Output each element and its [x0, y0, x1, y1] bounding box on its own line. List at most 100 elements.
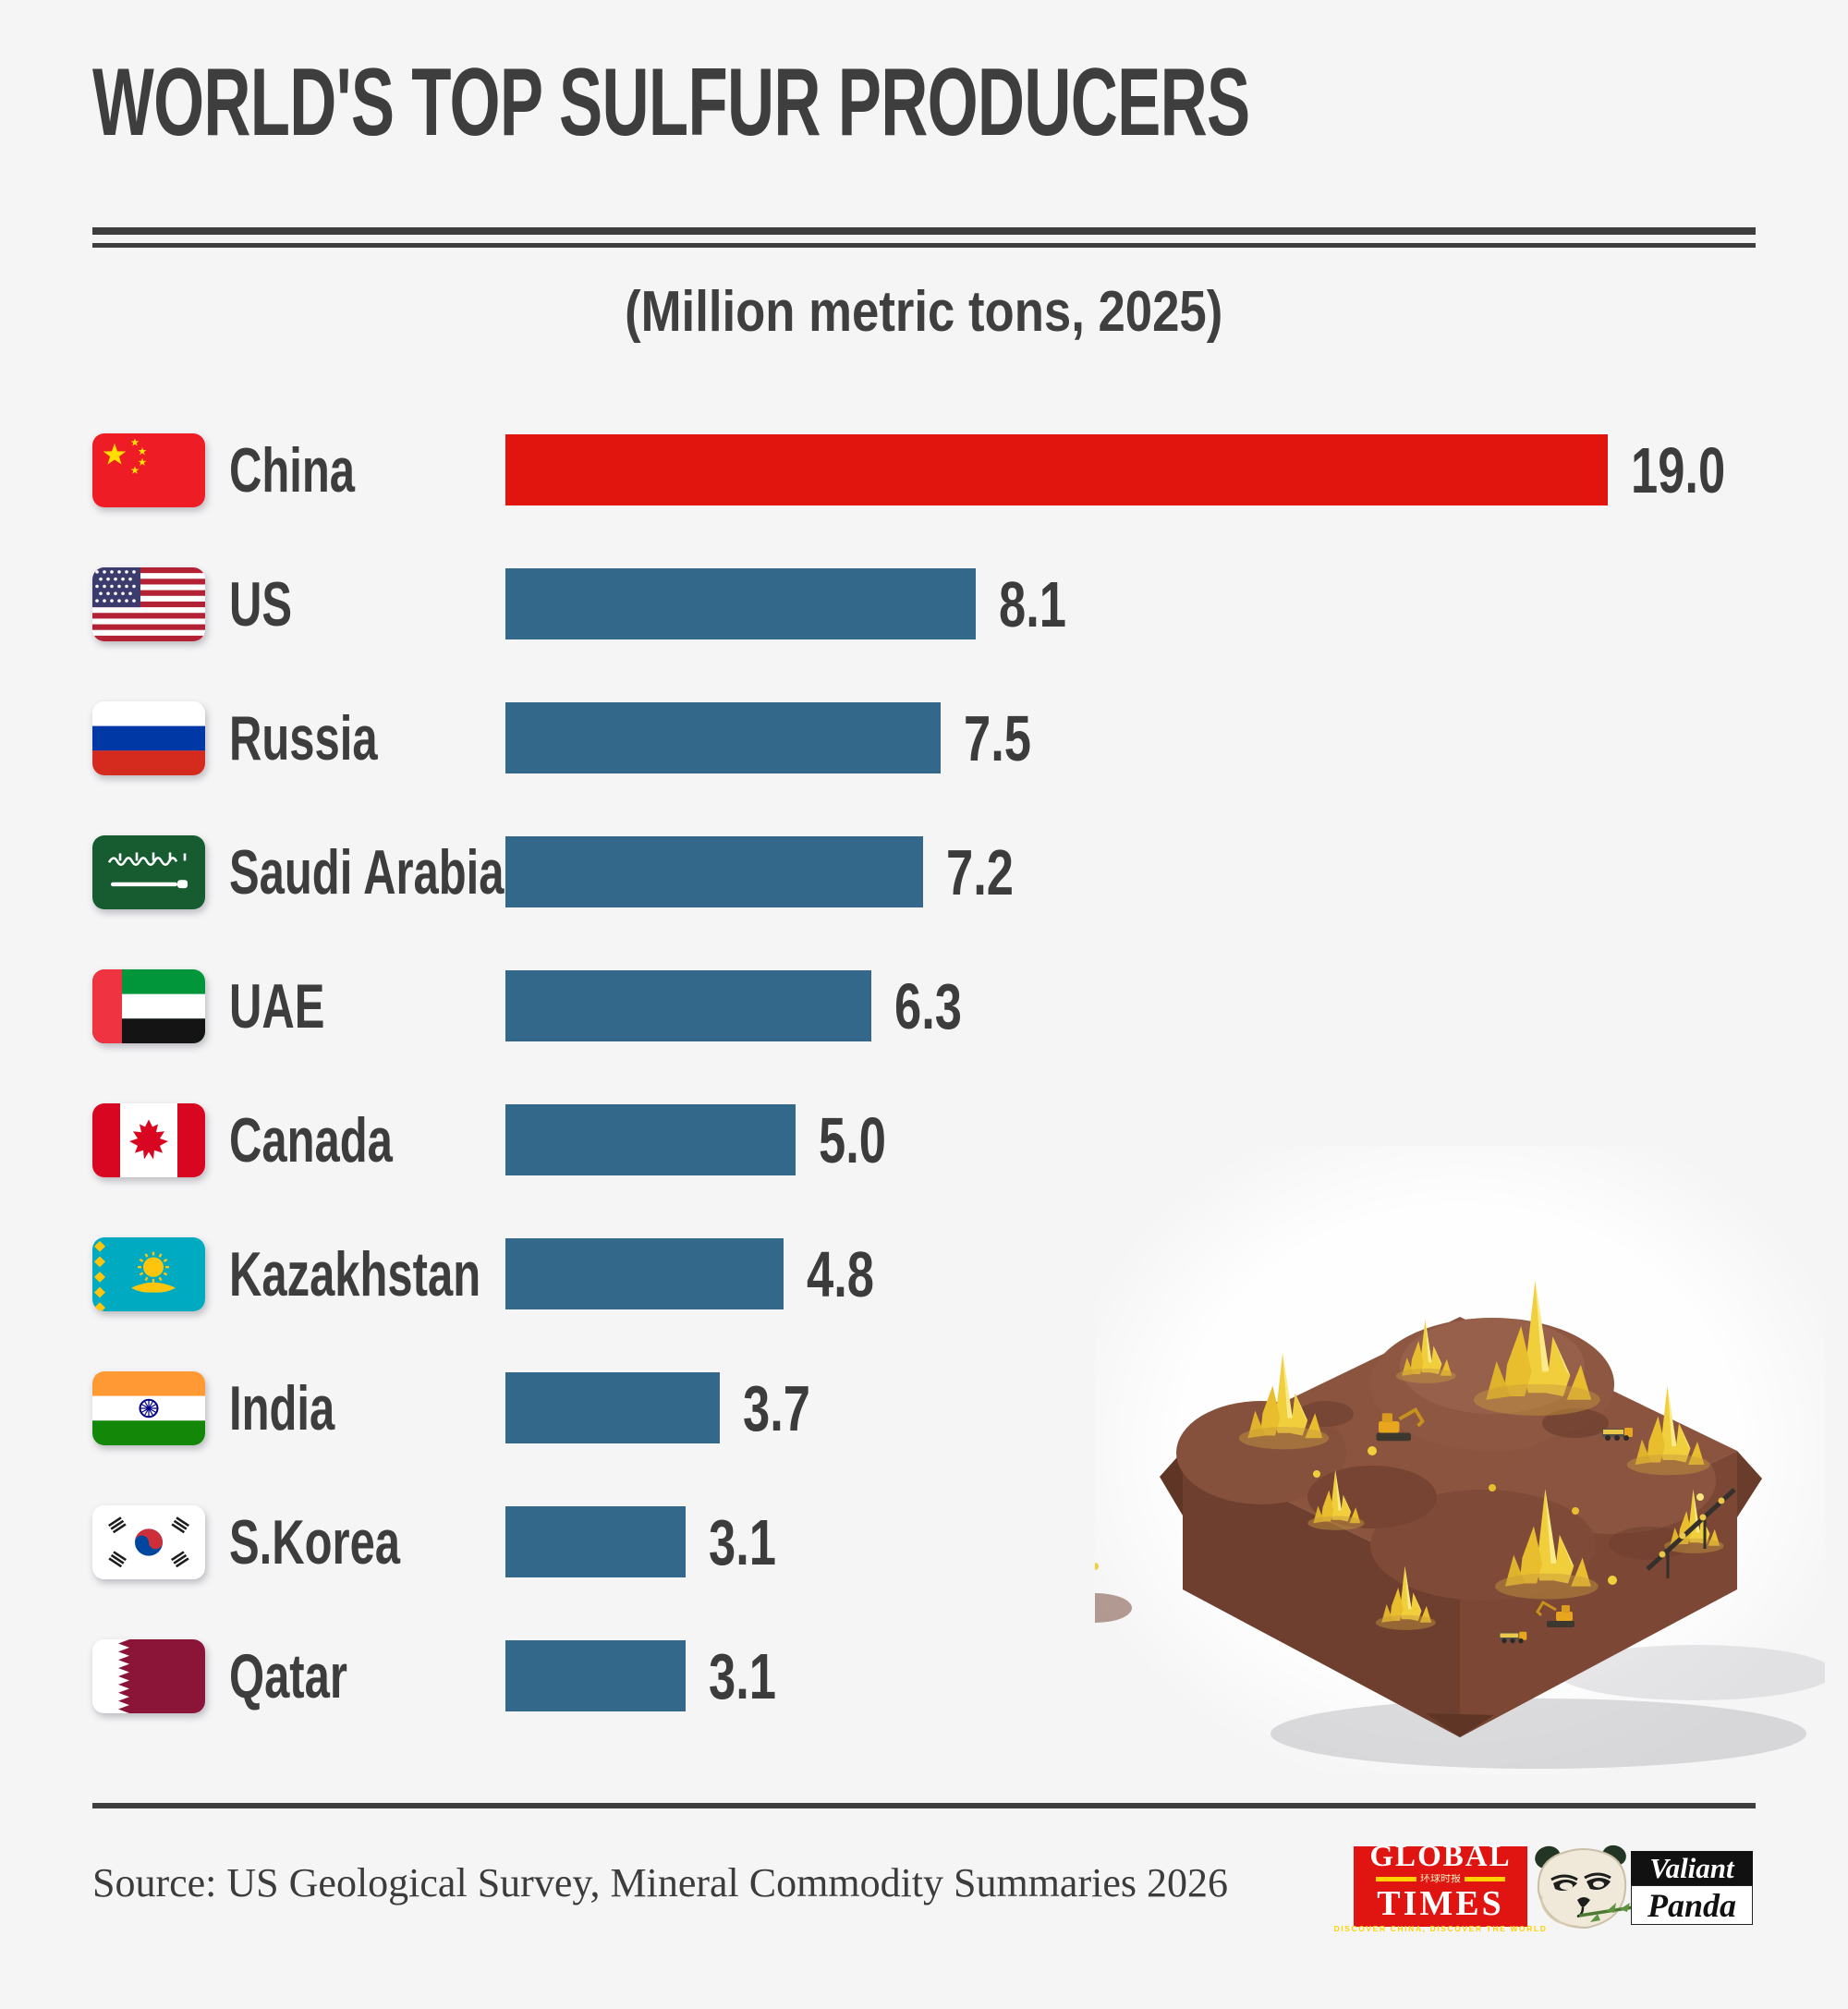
bar	[505, 970, 871, 1041]
bar-group: 8.1	[505, 537, 1088, 671]
bar-group: 7.5	[505, 671, 1053, 805]
value-label: 5.0	[819, 1103, 908, 1177]
global-times-line1: GLOBAL	[1369, 1840, 1512, 1874]
country-label-text: Canada	[229, 1104, 393, 1175]
country-label-text: US	[229, 568, 293, 639]
source-text: Source: US Geological Survey, Mineral Co…	[92, 1860, 1228, 1906]
value-label-text: 6.3	[894, 969, 962, 1042]
value-label: 4.8	[807, 1237, 896, 1311]
page-title-text: WORLD'S TOP SULFUR PRODUCERS	[92, 49, 1250, 156]
global-times-chinese: 环球时报	[1420, 1874, 1461, 1885]
bar-group: 5.0	[505, 1073, 908, 1207]
page-title: WORLD'S TOP SULFUR PRODUCERS	[92, 48, 1794, 158]
chart-row: Saudi Arabia 7.2	[92, 805, 1811, 939]
country-label: China	[229, 434, 404, 506]
country-label: US	[229, 568, 316, 640]
flag-cn-icon	[92, 432, 205, 507]
bar	[505, 1104, 796, 1175]
country-label-text: Russia	[229, 702, 378, 773]
flag-qa-icon	[92, 1638, 205, 1713]
country-label: UAE	[229, 970, 362, 1042]
bar	[505, 434, 1608, 505]
country-label-text: China	[229, 434, 356, 505]
value-label-text: 5.0	[819, 1103, 886, 1176]
bar	[505, 1640, 686, 1711]
footer-rule	[92, 1803, 1756, 1808]
value-label-text: 8.1	[999, 567, 1066, 640]
country-label-text: S.Korea	[229, 1506, 401, 1577]
country-label: Canada	[229, 1104, 456, 1176]
country-label: S.Korea	[229, 1506, 467, 1578]
chart-row: UAE 6.3	[92, 939, 1811, 1073]
value-label: 6.3	[894, 969, 984, 1043]
global-times-logo: GLOBAL 环球时报 TIMES DISCOVER CHINA, DISCOV…	[1333, 1842, 1545, 1933]
value-label: 19.0	[1631, 433, 1757, 507]
country-label: Saudi Arabia	[229, 836, 611, 908]
bar-group: 7.2	[505, 805, 1036, 939]
bar-group: 3.1	[505, 1609, 798, 1743]
flag-kz-icon	[92, 1236, 205, 1311]
value-label: 8.1	[999, 567, 1088, 641]
valiant-panda-wordmark: Valiant Panda	[1631, 1851, 1753, 1925]
value-label: 7.2	[946, 835, 1036, 909]
bar	[505, 1238, 784, 1309]
global-times-divider: 环球时报	[1376, 1874, 1505, 1884]
country-label-text: India	[229, 1372, 335, 1443]
value-label: 3.7	[743, 1371, 833, 1445]
value-label-text: 19.0	[1631, 433, 1726, 506]
bar-group: 3.7	[505, 1341, 833, 1475]
header-rule-thin	[92, 243, 1756, 248]
flag-ru-icon	[92, 700, 205, 775]
flag-ca-icon	[92, 1102, 205, 1177]
value-label: 3.1	[709, 1639, 798, 1713]
bar	[505, 702, 941, 773]
bar-group: 6.3	[505, 939, 984, 1073]
country-label: Russia	[229, 702, 435, 774]
country-label-text: Qatar	[229, 1640, 347, 1711]
value-label: 3.1	[709, 1505, 798, 1579]
value-label: 7.5	[964, 701, 1053, 775]
valiant-panda-logo: Valiant Panda	[1529, 1841, 1760, 1938]
bar	[505, 1506, 686, 1577]
chart-row: Kazakhstan 4.8	[92, 1207, 1811, 1341]
bar-group: 4.8	[505, 1207, 896, 1341]
chart-row: US 8.1	[92, 537, 1811, 671]
chart-rows: China 19.0 US 8.1 Russia 7.5 Saudi Arabia 7.2 UA…	[92, 403, 1811, 1743]
country-label-text: Kazakhstan	[229, 1238, 481, 1309]
global-times-divider-bar	[1376, 1877, 1416, 1882]
country-label-text: UAE	[229, 970, 325, 1041]
global-times-divider-bar	[1465, 1877, 1505, 1882]
flag-sa-icon	[92, 834, 205, 909]
flag-kr-icon	[92, 1504, 205, 1579]
chart-row: India 3.7	[92, 1341, 1811, 1475]
chart-subtitle: (Million metric tons, 2025)	[625, 280, 1223, 344]
value-label-text: 7.2	[946, 835, 1014, 908]
value-label-text: 4.8	[807, 1237, 874, 1310]
country-label: India	[229, 1372, 376, 1444]
sulfur-mine-illustration	[1095, 1146, 1825, 1774]
flag-us-icon	[92, 566, 205, 641]
country-label: Kazakhstan	[229, 1238, 578, 1310]
chart-row: Russia 7.5	[92, 671, 1811, 805]
flag-ae-icon	[92, 968, 205, 1043]
chart-row: Canada 5.0	[92, 1073, 1811, 1207]
value-label-text: 3.1	[709, 1505, 776, 1578]
chart-row: China 19.0	[92, 403, 1811, 537]
value-label-text: 3.7	[743, 1371, 810, 1444]
bar-group: 3.1	[505, 1475, 798, 1609]
chart-row: Qatar 3.1	[92, 1609, 1811, 1743]
bar	[505, 836, 923, 907]
global-times-line2: TIMES	[1377, 1884, 1504, 1924]
country-label: Qatar	[229, 1640, 394, 1712]
valiant-panda-line1: Valiant	[1631, 1851, 1753, 1885]
country-label-text: Saudi Arabia	[229, 836, 505, 907]
bar	[505, 568, 976, 639]
valiant-panda-line2: Panda	[1631, 1885, 1753, 1925]
header-rule-thick	[92, 227, 1756, 235]
chart-row: S.Korea 3.1	[92, 1475, 1811, 1609]
panda-icon	[1535, 1845, 1634, 1930]
value-label-text: 3.1	[709, 1639, 776, 1712]
value-label-text: 7.5	[964, 701, 1031, 774]
bar	[505, 1372, 720, 1443]
